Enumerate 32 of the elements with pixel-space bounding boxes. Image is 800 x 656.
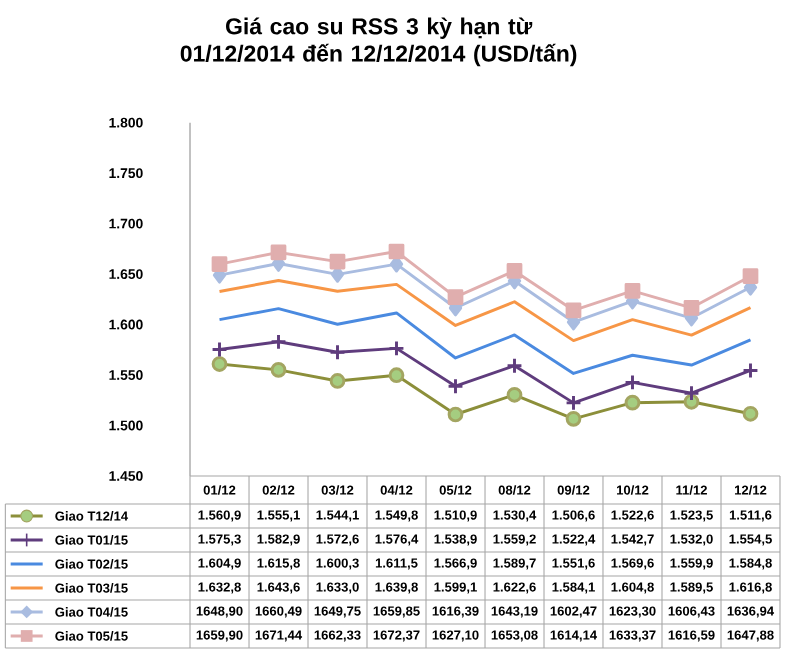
point: [624, 394, 641, 411]
point: [447, 289, 464, 306]
point: [388, 243, 405, 260]
point: [506, 357, 523, 375]
point: [565, 410, 582, 427]
point: [565, 302, 582, 319]
point: [329, 343, 346, 361]
point: [447, 406, 464, 423]
point: [742, 268, 759, 285]
point: [211, 256, 228, 272]
point: [270, 362, 287, 378]
chart-title: Giá cao su RSS 3 kỳ hạn từ 01/12/2014 đến 12/12/2014 (USD/tấn): [180, 17, 577, 67]
point: [683, 384, 700, 402]
point: [683, 299, 700, 316]
point: [565, 394, 582, 412]
point: [742, 362, 759, 379]
point: [447, 377, 464, 395]
point: [388, 367, 405, 384]
line-series: [218, 279, 752, 343]
point: [211, 341, 228, 358]
point: [388, 339, 405, 357]
point: [624, 283, 641, 299]
line-series: [218, 307, 752, 375]
point: [742, 405, 759, 422]
point: [270, 244, 287, 261]
point: [506, 263, 523, 279]
point: [506, 386, 523, 403]
point: [329, 253, 346, 270]
point: [211, 356, 228, 372]
point: [270, 333, 287, 351]
point: [329, 373, 346, 389]
point: [624, 373, 641, 391]
